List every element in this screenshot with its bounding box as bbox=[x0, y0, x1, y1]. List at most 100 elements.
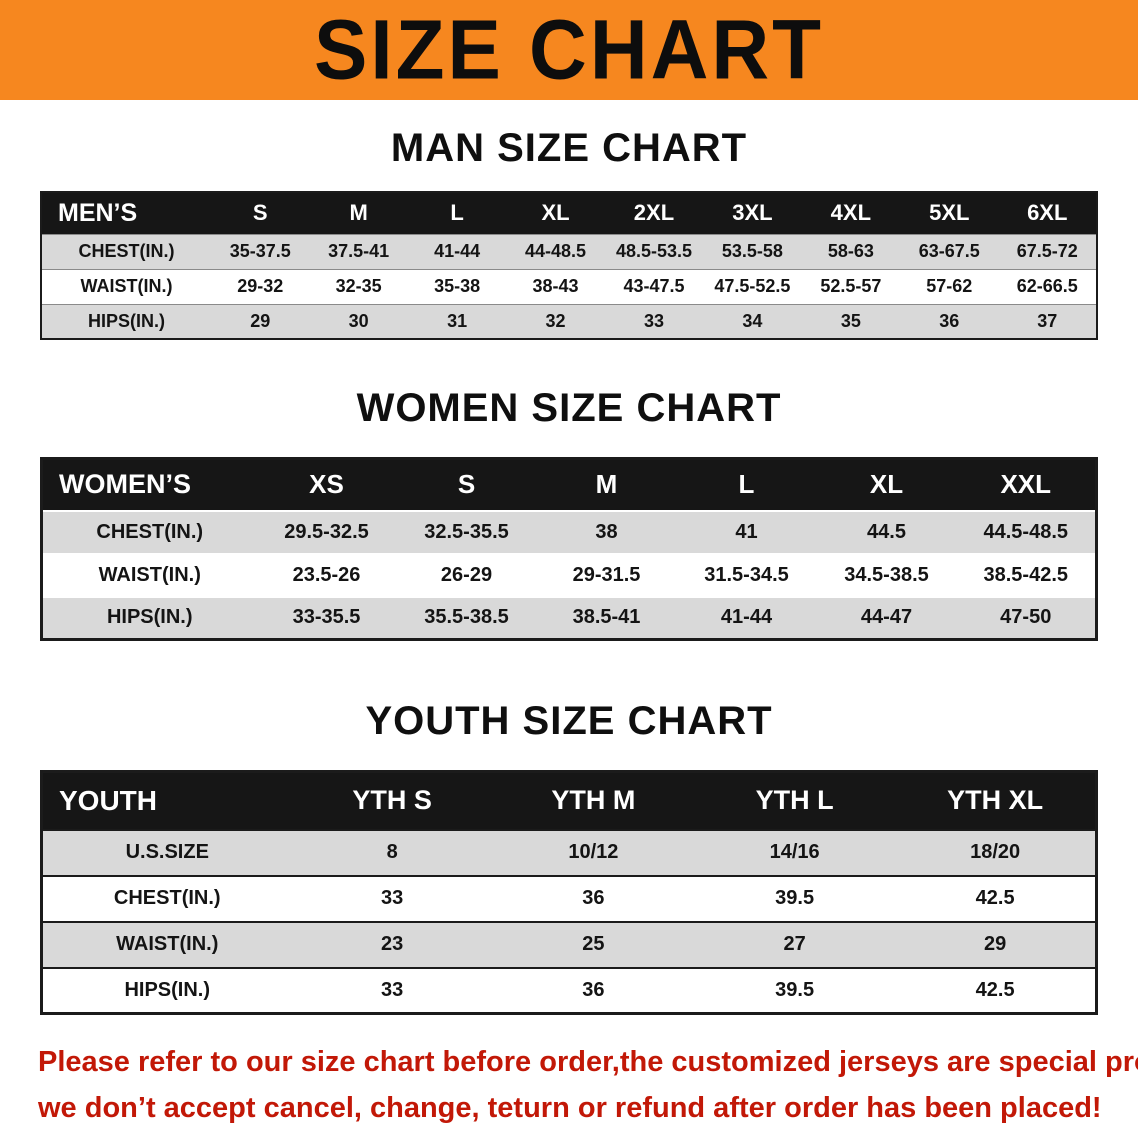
table-row: HIPS(IN.) 29 30 31 32 33 34 35 36 37 bbox=[41, 303, 1097, 339]
value-cell: 29-31.5 bbox=[536, 552, 677, 597]
row-label-cell: U.S.SIZE bbox=[41, 828, 292, 876]
size-header-cell: XXL bbox=[956, 458, 1097, 511]
man-size-chart-heading: MAN SIZE CHART bbox=[390, 126, 748, 170]
value-cell: 23.5-26 bbox=[256, 552, 397, 597]
value-cell: 47.5-52.5 bbox=[703, 268, 802, 304]
row-label-cell: HIPS(IN.) bbox=[41, 595, 257, 640]
value-cell: 38.5-42.5 bbox=[956, 552, 1097, 597]
value-cell: 32 bbox=[506, 303, 605, 339]
value-cell: 48.5-53.5 bbox=[604, 233, 704, 269]
value-cell: 41 bbox=[676, 509, 817, 554]
value-cell: 41-44 bbox=[407, 233, 507, 269]
value-cell: 58-63 bbox=[801, 233, 901, 269]
table-row: HIPS(IN.) 33 36 39.5 42.5 bbox=[41, 966, 1097, 1014]
value-cell: 35.5-38.5 bbox=[396, 595, 537, 640]
table-row: WAIST(IN.) 23 25 27 29 bbox=[41, 920, 1097, 968]
value-cell: 44-48.5 bbox=[506, 233, 605, 269]
size-header-cell: 6XL bbox=[998, 192, 1097, 234]
value-cell: 14/16 bbox=[694, 828, 896, 876]
value-cell: 25 bbox=[492, 920, 694, 968]
size-header-cell: 4XL bbox=[801, 192, 901, 234]
value-cell: 38 bbox=[536, 509, 677, 554]
table-row: CHEST(IN.) 33 36 39.5 42.5 bbox=[41, 874, 1097, 922]
value-cell: 36 bbox=[900, 303, 999, 339]
men-size-table: MEN’S S M L XL 2XL 3XL 4XL 5XL 6XL CHEST(IN.) 35-37… bbox=[40, 191, 1098, 340]
value-cell: 33 bbox=[291, 874, 493, 922]
table-header-row: WOMEN’S XS S M L XL XXL bbox=[41, 458, 1097, 511]
row-label-cell: HIPS(IN.) bbox=[41, 966, 292, 1014]
value-cell: 42.5 bbox=[895, 966, 1097, 1014]
value-cell: 47-50 bbox=[956, 595, 1097, 640]
women-size-chart-heading: WOMEN SIZE CHART bbox=[356, 386, 782, 430]
table-title-cell: WOMEN’S bbox=[41, 458, 257, 511]
row-label-cell: WAIST(IN.) bbox=[41, 552, 257, 597]
value-cell: 29-32 bbox=[211, 268, 310, 304]
value-cell: 18/20 bbox=[895, 828, 1097, 876]
value-cell: 8 bbox=[291, 828, 493, 876]
value-cell: 33 bbox=[291, 966, 493, 1014]
size-header-cell: YTH L bbox=[694, 771, 896, 830]
value-cell: 43-47.5 bbox=[604, 268, 704, 304]
size-header-cell: YTH XL bbox=[895, 771, 1097, 830]
table-title-cell: YOUTH bbox=[41, 771, 292, 830]
youth-size-chart-heading: YOUTH SIZE CHART bbox=[365, 699, 773, 743]
row-label-cell: CHEST(IN.) bbox=[41, 874, 292, 922]
value-cell: 36 bbox=[492, 874, 694, 922]
value-cell: 44-47 bbox=[816, 595, 957, 640]
value-cell: 31 bbox=[407, 303, 507, 339]
value-cell: 35-37.5 bbox=[211, 233, 310, 269]
row-label-cell: WAIST(IN.) bbox=[41, 920, 292, 968]
value-cell: 35 bbox=[801, 303, 901, 339]
size-header-cell: S bbox=[211, 192, 310, 234]
size-header-cell: YTH S bbox=[291, 771, 493, 830]
size-header-cell: 3XL bbox=[703, 192, 802, 234]
value-cell: 37 bbox=[998, 303, 1097, 339]
row-label-cell: CHEST(IN.) bbox=[41, 509, 257, 554]
table-header-row: MEN’S S M L XL 2XL 3XL 4XL 5XL 6XL bbox=[41, 192, 1097, 234]
value-cell: 29 bbox=[895, 920, 1097, 968]
size-header-cell: S bbox=[396, 458, 537, 511]
youth-size-table: YOUTH YTH S YTH M YTH L YTH XL U.S.SIZE 8 10/12… bbox=[40, 770, 1098, 1015]
row-label-cell: HIPS(IN.) bbox=[41, 303, 211, 339]
disclaimer: Please refer to our size chart before or… bbox=[38, 1039, 1138, 1131]
value-cell: 32.5-35.5 bbox=[396, 509, 537, 554]
value-cell: 23 bbox=[291, 920, 493, 968]
value-cell: 32-35 bbox=[309, 268, 408, 304]
value-cell: 34 bbox=[703, 303, 802, 339]
size-header-cell: L bbox=[407, 192, 507, 234]
table-row: U.S.SIZE 8 10/12 14/16 18/20 bbox=[41, 828, 1097, 876]
size-chart-banner: SIZE CHART bbox=[0, 0, 1138, 100]
value-cell: 52.5-57 bbox=[801, 268, 901, 304]
value-cell: 39.5 bbox=[694, 966, 896, 1014]
value-cell: 44.5-48.5 bbox=[956, 509, 1097, 554]
value-cell: 37.5-41 bbox=[309, 233, 408, 269]
value-cell: 27 bbox=[694, 920, 896, 968]
size-header-cell: YTH M bbox=[492, 771, 694, 830]
value-cell: 33-35.5 bbox=[256, 595, 397, 640]
size-header-cell: XL bbox=[506, 192, 605, 234]
value-cell: 41-44 bbox=[676, 595, 817, 640]
value-cell: 29.5-32.5 bbox=[256, 509, 397, 554]
value-cell: 31.5-34.5 bbox=[676, 552, 817, 597]
value-cell: 62-66.5 bbox=[998, 268, 1097, 304]
value-cell: 53.5-58 bbox=[703, 233, 802, 269]
disclaimer-line-1: Please refer to our size chart before or… bbox=[38, 1046, 1138, 1078]
size-header-cell: XS bbox=[256, 458, 397, 511]
value-cell: 26-29 bbox=[396, 552, 537, 597]
man-size-chart-section: MAN SIZE CHART MEN’S S M L XL 2XL 3XL 4XL 5XL 6XL… bbox=[0, 126, 1138, 340]
value-cell: 42.5 bbox=[895, 874, 1097, 922]
disclaimer-line-2: we don’t accept cancel, change, teturn o… bbox=[38, 1092, 1102, 1124]
table-header-row: YOUTH YTH S YTH M YTH L YTH XL bbox=[41, 771, 1097, 830]
row-label-cell: WAIST(IN.) bbox=[41, 268, 211, 304]
size-header-cell: M bbox=[309, 192, 408, 234]
youth-size-chart-section: YOUTH SIZE CHART YOUTH YTH S YTH M YTH L YTH… bbox=[0, 699, 1138, 1015]
value-cell: 10/12 bbox=[492, 828, 694, 876]
value-cell: 63-67.5 bbox=[900, 233, 999, 269]
value-cell: 36 bbox=[492, 966, 694, 1014]
table-row: WAIST(IN.) 29-32 32-35 35-38 38-43 43-47.5 47.… bbox=[41, 268, 1097, 304]
women-size-table: WOMEN’S XS S M L XL XXL CHEST(IN.) 29.5-32.5 32.5… bbox=[40, 457, 1098, 641]
table-title-cell: MEN’S bbox=[41, 192, 211, 234]
value-cell: 38-43 bbox=[506, 268, 605, 304]
value-cell: 29 bbox=[211, 303, 310, 339]
